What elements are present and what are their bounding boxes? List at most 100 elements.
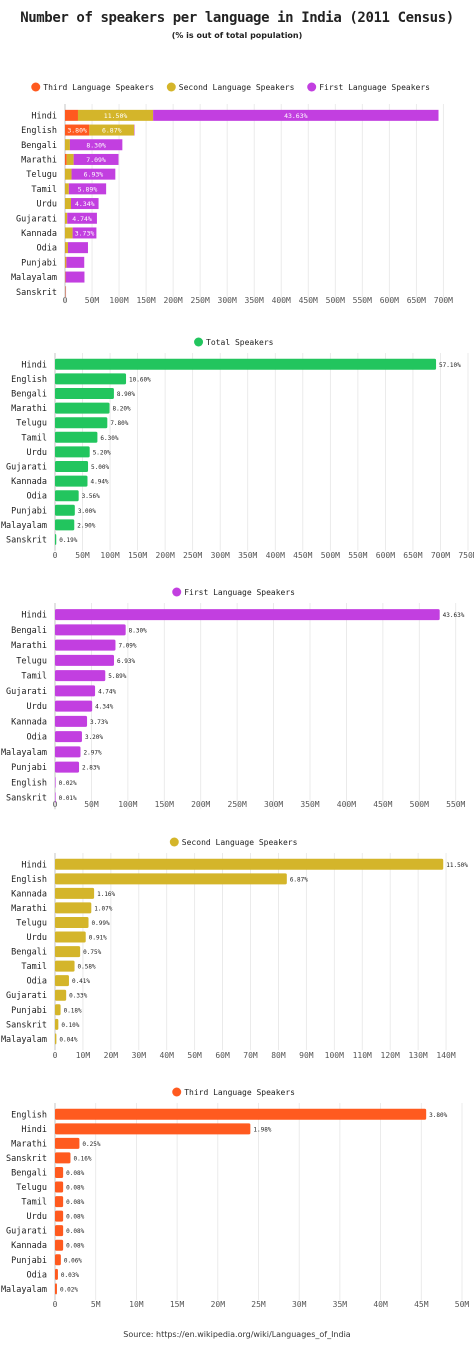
category-label-hindi: Hindi bbox=[21, 1125, 47, 1135]
bar-hindi-second-language-speakers bbox=[77, 109, 154, 121]
bar-value-label: 3.56% bbox=[82, 493, 100, 500]
x-tick-label: 600M bbox=[376, 551, 395, 560]
x-tick-label: 300M bbox=[264, 800, 283, 809]
category-label-hindi: Hindi bbox=[21, 611, 47, 621]
bar-value-label: 0.16% bbox=[73, 1155, 91, 1162]
x-tick-label: 300M bbox=[218, 296, 237, 305]
x-tick-label: 70M bbox=[243, 1051, 258, 1060]
x-tick-label: 25M bbox=[251, 1300, 266, 1309]
category-label-gujarati: Gujarati bbox=[6, 463, 47, 473]
bar-gujarati bbox=[55, 989, 67, 1001]
category-label-bengali: Bengali bbox=[11, 1168, 47, 1178]
category-label-gujarati: Gujarati bbox=[6, 687, 47, 697]
bar-punjabi bbox=[55, 1254, 61, 1266]
bar-bengali-second-language-speakers bbox=[65, 139, 70, 151]
bar-value-label: 6.30% bbox=[100, 435, 118, 442]
category-label-telugu: Telugu bbox=[26, 170, 57, 180]
x-tick-label: 35M bbox=[333, 1300, 348, 1309]
page-title: Number of speakers per language in India… bbox=[20, 10, 454, 26]
bar-marathi bbox=[55, 639, 116, 651]
category-label-punjabi: Punjabi bbox=[21, 258, 57, 268]
category-label-bengali: Bengali bbox=[21, 141, 57, 151]
category-label-malayalam: Malayalam bbox=[1, 521, 47, 531]
category-label-english: English bbox=[11, 1110, 47, 1120]
bar-value-label: 10.60% bbox=[129, 376, 151, 383]
legend-entry: Second Language Speakers bbox=[182, 838, 298, 847]
category-label-sanskrit: Sanskrit bbox=[6, 794, 47, 804]
category-label-sanskrit: Sanskrit bbox=[16, 288, 57, 298]
bar-sanskrit-second-language-speakers bbox=[65, 286, 66, 298]
bar-punjabi bbox=[55, 504, 75, 516]
bar-marathi bbox=[55, 402, 110, 414]
bar-kannada bbox=[55, 1239, 64, 1251]
bar-value-label: 43.63% bbox=[443, 612, 465, 619]
x-tick-label: 90M bbox=[299, 1051, 314, 1060]
x-tick-label: 550M bbox=[446, 800, 465, 809]
legend-entry: First Language Speakers bbox=[319, 83, 430, 92]
bar-value-label: 0.08% bbox=[66, 1199, 84, 1206]
x-tick-label: 40M bbox=[159, 1051, 174, 1060]
bar-sanskrit bbox=[55, 1152, 71, 1164]
category-label-odia: Odia bbox=[37, 244, 57, 254]
bar-telugu bbox=[55, 417, 108, 429]
bar-kannada-second-language-speakers bbox=[65, 227, 73, 239]
bar-value-label: 0.08% bbox=[66, 1170, 84, 1177]
bar-bengali bbox=[55, 624, 126, 636]
bar-punjabi bbox=[55, 1004, 61, 1016]
category-label-marathi: Marathi bbox=[11, 641, 47, 651]
bar-value-label: 3.80% bbox=[429, 1112, 447, 1119]
bar-value-label: 0.18% bbox=[64, 1007, 82, 1014]
bar-value-label: 0.08% bbox=[66, 1214, 84, 1221]
category-label-hindi: Hindi bbox=[21, 360, 47, 370]
x-tick-label: 400M bbox=[337, 800, 356, 809]
bar-english bbox=[55, 873, 287, 885]
x-tick-label: 550M bbox=[348, 551, 367, 560]
x-tick-label: 750M bbox=[458, 551, 474, 560]
x-tick-label: 700M bbox=[431, 551, 450, 560]
bar-value-label: 0.02% bbox=[59, 780, 77, 787]
category-label-urdu: Urdu bbox=[27, 1212, 47, 1222]
bar-value-label: 2.97% bbox=[84, 749, 102, 756]
second-language-chart: 0 10M 20M 30M 40M 50M 60M 70M 80M 90M 100M 110M 120M… bbox=[1, 837, 468, 1060]
bar-value-label: 2.90% bbox=[77, 522, 95, 529]
bar-urdu-second-language-speakers bbox=[65, 198, 71, 210]
category-label-bengali: Bengali bbox=[11, 626, 47, 636]
bar-gujarati bbox=[55, 685, 96, 697]
x-tick-label: 120M bbox=[381, 1051, 400, 1060]
bar-value-label: 5.20% bbox=[93, 449, 111, 456]
bar-hindi bbox=[55, 1123, 251, 1135]
x-tick-label: 50M bbox=[187, 1051, 202, 1060]
source-note: Source: https://en.wikipedia.org/wiki/La… bbox=[123, 1330, 351, 1339]
bar-telugu-second-language-speakers bbox=[65, 168, 72, 180]
bar-odia bbox=[55, 731, 82, 743]
bar-kannada bbox=[55, 475, 88, 487]
bar-value-label: 0.04% bbox=[59, 1036, 77, 1043]
x-tick-label: 110M bbox=[353, 1051, 372, 1060]
legend-entry: Total Speakers bbox=[206, 338, 274, 347]
bar-marathi bbox=[55, 902, 92, 914]
category-label-gujarati: Gujarati bbox=[6, 1227, 47, 1237]
bar-value-label: 4.74% bbox=[72, 215, 92, 223]
bar-value-label: 8.20% bbox=[113, 406, 131, 413]
bar-hindi-third-language-speakers bbox=[65, 109, 78, 121]
x-tick-label: 250M bbox=[228, 800, 247, 809]
x-tick-label: 100M bbox=[325, 1051, 344, 1060]
page-subtitle: (% is out of total population) bbox=[171, 31, 303, 40]
x-tick-label: 450M bbox=[373, 800, 392, 809]
bar-hindi bbox=[55, 358, 437, 370]
category-label-english: English bbox=[21, 126, 57, 136]
x-tick-label: 700M bbox=[434, 296, 453, 305]
category-label-english: English bbox=[11, 875, 47, 885]
bar-value-label: 4.94% bbox=[90, 479, 108, 486]
bar-value-label: 4.74% bbox=[98, 688, 116, 695]
legend-entry: Second Language Speakers bbox=[179, 83, 295, 92]
category-label-malayalam: Malayalam bbox=[1, 1285, 47, 1295]
bar-value-label: 0.06% bbox=[64, 1257, 82, 1264]
bar-odia-first-language-speakers bbox=[67, 242, 88, 254]
bar-tamil bbox=[55, 431, 98, 443]
bar-value-label: 6.93% bbox=[84, 171, 104, 179]
bar-value-label: 6.87% bbox=[102, 127, 122, 135]
x-tick-label: 30M bbox=[132, 1051, 147, 1060]
bar-kannada bbox=[55, 715, 88, 727]
x-tick-label: 0 bbox=[53, 551, 58, 560]
